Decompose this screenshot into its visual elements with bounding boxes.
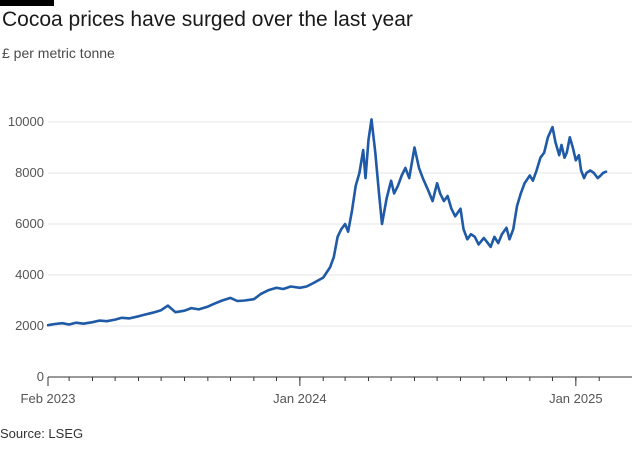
y-tick-label: 2000 [15, 318, 44, 333]
y-tick-label: 6000 [15, 216, 44, 231]
y-tick-label: 0 [37, 369, 44, 384]
x-tick-label: Jan 2024 [273, 391, 327, 406]
y-tick-label: 4000 [15, 267, 44, 282]
source-note: Source: LSEG [0, 426, 84, 441]
y-tick-label: 10000 [8, 114, 44, 129]
chart-subtitle: £ per metric tonne [2, 45, 115, 61]
x-tick-label: Jan 2025 [549, 391, 603, 406]
x-tick-label: Feb 2023 [21, 391, 76, 406]
y-tick-label: 8000 [15, 165, 44, 180]
chart-title: Cocoa prices have surged over the last y… [2, 8, 413, 31]
price-line-series [46, 118, 608, 327]
brand-bar [0, 0, 54, 6]
